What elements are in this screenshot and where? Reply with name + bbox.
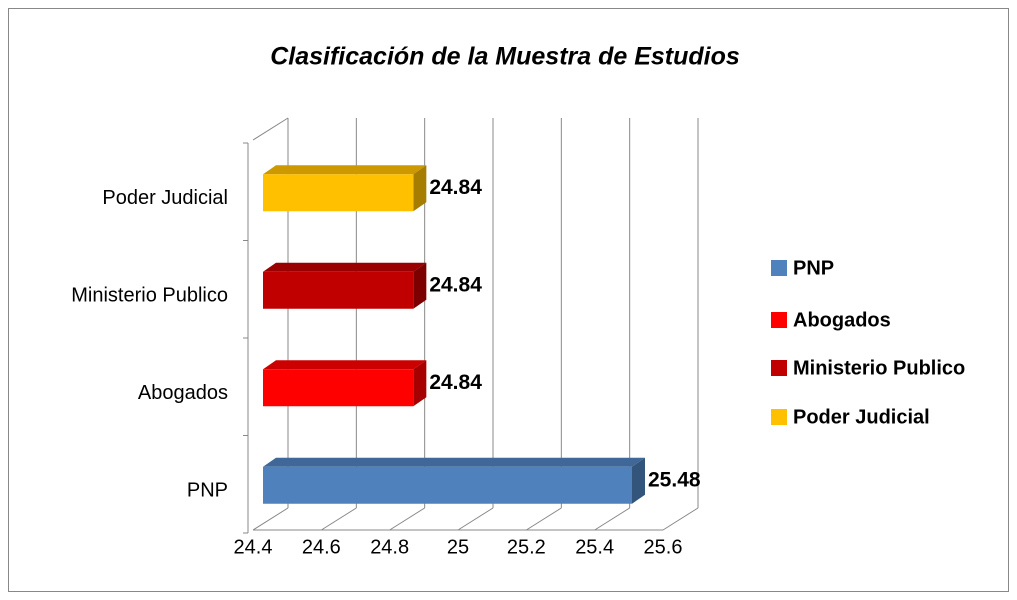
bar-side [413,165,427,212]
bar-top [263,262,427,272]
value-label: 24.84 [429,371,482,394]
y-tick-label: Abogados [138,382,228,404]
x-tick-label: 25.2 [507,536,546,558]
bar-side [413,360,427,407]
bar-top [263,360,427,370]
legend-swatch [771,409,787,425]
bar-top [263,165,427,175]
x-tick-label: 24.4 [234,536,273,558]
x-tick-label: 24.8 [370,536,409,558]
grid-line [594,507,630,531]
value-label: 24.84 [429,176,482,199]
bar-side [632,457,645,504]
bar [263,262,427,309]
grid-line [321,507,357,531]
legend-label: Ministerio Publico [793,357,965,379]
bar-front [263,271,414,309]
bar-top [263,457,645,467]
bar [263,165,427,212]
bar-front [263,369,414,407]
bar-front [263,466,632,504]
wall-edge [252,117,289,141]
grid-line [526,507,562,531]
value-label: 25.48 [648,468,701,491]
value-label: 24.84 [429,273,482,296]
bar [263,360,427,407]
legend-swatch [771,360,787,376]
grid-line [662,507,699,531]
grid-line [389,507,425,531]
x-tick-label: 25.6 [644,536,683,558]
bar [263,457,645,504]
x-tick-label: 25.4 [575,536,614,558]
legend-label: PNP [793,257,834,279]
legend-label: Abogados [793,309,891,331]
y-tick-label: Poder Judicial [102,187,228,209]
y-tick-label: Ministerio Publico [71,285,228,307]
chart-title: Clasificación de la Muestra de Estudios [270,43,740,71]
grid-line [252,507,289,531]
x-tick-label: 25 [447,536,469,558]
y-tick-label: PNP [187,480,228,502]
grid-line [457,507,494,531]
legend-label: Poder Judicial [793,406,930,428]
legend-swatch [771,312,787,328]
bar-side [413,262,427,309]
x-tick-label: 24.6 [302,536,341,558]
legend-swatch [771,260,787,276]
bar-front [263,174,414,212]
